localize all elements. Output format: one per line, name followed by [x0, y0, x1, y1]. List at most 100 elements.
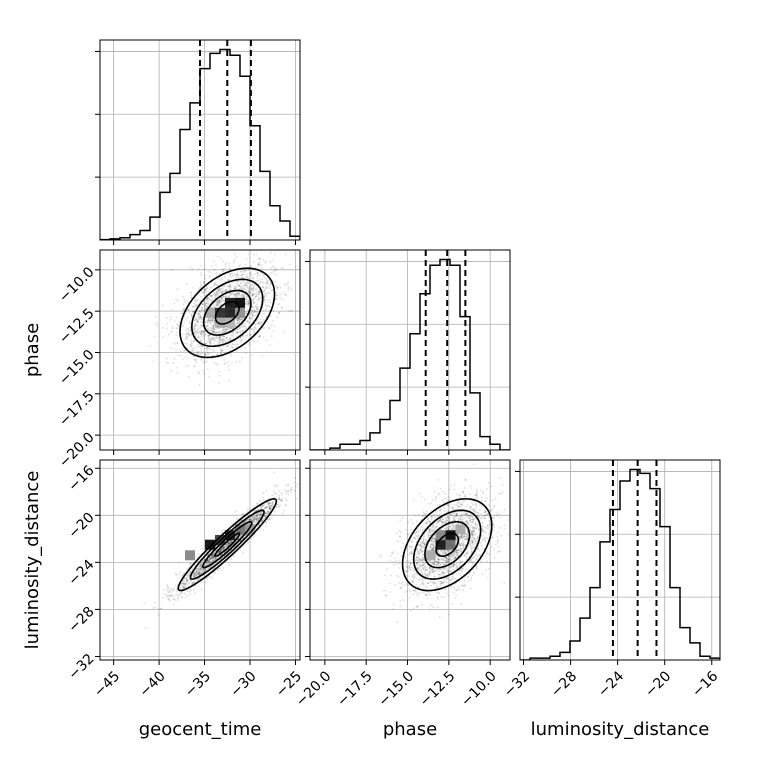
sample-point: [236, 293, 239, 295]
sample-point: [255, 518, 258, 521]
sample-point: [264, 308, 267, 311]
sample-point: [198, 371, 200, 374]
sample-point: [211, 319, 214, 321]
sample-point: [455, 565, 458, 568]
sample-point: [220, 549, 222, 552]
sample-point: [400, 582, 403, 585]
sample-point: [254, 292, 256, 295]
sample-point: [223, 296, 226, 298]
sample-point: [277, 302, 280, 305]
sample-point: [286, 282, 289, 285]
sample-point: [201, 303, 204, 306]
sample-point: [196, 352, 199, 354]
sample-point: [428, 575, 430, 578]
sample-point: [216, 337, 219, 340]
sample-point: [222, 285, 225, 287]
sample-point: [456, 505, 459, 508]
sample-point: [225, 336, 228, 339]
sample-point: [253, 311, 255, 314]
sample-point: [242, 330, 244, 333]
sample-point: [499, 516, 501, 519]
sample-point: [211, 328, 213, 331]
sample-point: [282, 331, 285, 334]
sample-point: [253, 311, 256, 314]
sample-point: [228, 364, 230, 367]
sample-point: [254, 516, 256, 518]
sample-point: [252, 535, 255, 538]
sample-point: [285, 293, 287, 296]
sample-point: [237, 321, 240, 324]
sample-point: [214, 557, 217, 560]
sample-point: [265, 278, 268, 280]
sample-point: [461, 567, 464, 570]
sample-point: [258, 257, 261, 260]
sample-point: [254, 521, 256, 524]
sample-point: [210, 557, 213, 559]
sample-point: [236, 345, 239, 348]
sample-point: [245, 285, 248, 287]
sample-point: [242, 284, 244, 287]
sample-point: [221, 296, 223, 299]
sample-point: [207, 560, 210, 563]
sample-point: [249, 287, 252, 290]
sample-point: [189, 328, 191, 331]
sample-point: [206, 320, 209, 323]
sample-point: [207, 560, 210, 562]
sample-point: [425, 540, 428, 543]
sample-point: [244, 303, 247, 306]
sample-point: [222, 529, 225, 532]
sample-point: [199, 568, 202, 571]
sample-point: [236, 281, 239, 284]
sample-point: [203, 302, 206, 305]
sample-point: [219, 352, 222, 355]
sample-point: [207, 328, 209, 330]
sample-point: [206, 297, 208, 300]
sample-point: [268, 506, 271, 509]
sample-point: [254, 528, 257, 530]
sample-point: [212, 330, 215, 333]
sample-point: [203, 309, 206, 312]
sample-point: [425, 594, 427, 596]
sample-point: [237, 317, 240, 320]
sample-point: [195, 323, 197, 325]
sample-point: [248, 316, 251, 319]
sample-point: [259, 318, 262, 321]
sample-point: [236, 274, 239, 277]
sample-point: [241, 293, 243, 296]
sample-point: [235, 318, 237, 321]
sample-point: [181, 574, 184, 577]
sample-point: [210, 558, 213, 561]
sample-point: [470, 531, 472, 534]
sample-point: [255, 303, 258, 306]
sample-point: [256, 305, 259, 308]
sample-point: [217, 552, 220, 555]
sample-point: [177, 577, 180, 580]
sample-point: [183, 308, 186, 311]
sample-point: [446, 515, 449, 517]
sample-point: [193, 305, 196, 308]
sample-point: [280, 499, 283, 502]
sample-point: [186, 316, 189, 319]
sample-point: [411, 552, 413, 555]
sample-point: [255, 518, 258, 521]
y-tick-label: −20: [65, 510, 97, 542]
sample-point: [251, 519, 254, 522]
sample-point: [253, 331, 256, 334]
sample-point: [270, 323, 273, 326]
sample-point: [430, 579, 432, 582]
sample-point: [190, 344, 193, 347]
sample-point: [260, 508, 262, 511]
sample-point: [458, 544, 461, 547]
sample-point: [202, 282, 205, 285]
sample-point: [189, 590, 192, 593]
sample-point: [481, 539, 484, 541]
sample-point: [200, 332, 203, 335]
sample-point: [218, 300, 221, 303]
sample-point: [252, 518, 255, 521]
sample-point: [256, 518, 259, 520]
sample-point: [172, 603, 175, 606]
sample-point: [245, 312, 248, 315]
sample-point: [210, 286, 212, 289]
sample-point: [264, 511, 267, 514]
sample-point: [218, 289, 221, 292]
